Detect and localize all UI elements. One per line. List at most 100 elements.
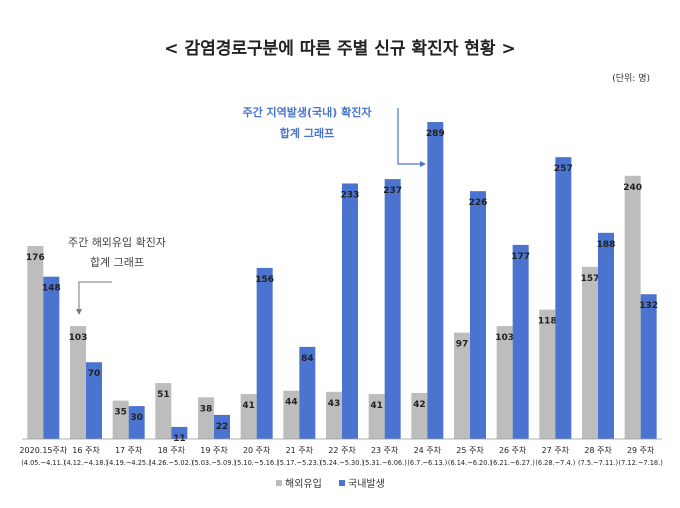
data-label-domestic-6: 84: [301, 354, 314, 364]
bar-imported-7: [326, 391, 342, 439]
bar-imported-10: [454, 332, 470, 439]
x-tick-label-12: 27 주차: [542, 446, 570, 455]
data-label-imported-8: 41: [370, 401, 383, 411]
annotation-imported-arrowhead: [76, 309, 82, 315]
bar-domestic-1: [86, 362, 102, 439]
x-tick-label-10: 25 주차: [456, 446, 484, 455]
x-axis-labels: 2020.15주차 (4.05.~4.11.) 16 주차 (4.12.~4.18.)…: [19, 446, 662, 467]
annotation-domestic-arrowhead: [420, 161, 426, 167]
x-tick-label-3: 18 주차: [158, 446, 186, 455]
data-label-imported-7: 43: [328, 399, 341, 409]
bar-domestic-0: [43, 276, 60, 439]
x-tick-range-10: (6.14.~6.20.): [448, 459, 492, 467]
x-tick-label-7: 22 주차: [328, 446, 356, 455]
data-label-imported-1: 103: [69, 333, 88, 343]
bar-imported-5: [240, 394, 257, 439]
bar-domestic-8: [384, 179, 401, 439]
x-tick-label-14: 29 주차: [627, 446, 655, 455]
data-label-domestic-4: 22: [216, 422, 229, 432]
annotation-domestic-line-2: 합계 그래프: [280, 126, 334, 140]
bar-domestic-13: [598, 232, 614, 439]
data-label-domestic-11: 177: [511, 252, 530, 262]
data-label-domestic-9: 289: [426, 129, 445, 139]
legend-swatch-domestic: [339, 480, 345, 486]
bars-layer: 1761481037035305111382241156448443233412…: [26, 122, 658, 444]
bar-domestic-6: [299, 346, 316, 439]
bar-domestic-7: [342, 183, 358, 439]
x-tick-label-2: 17 주차: [115, 446, 143, 455]
annotation-domestic-arrow: [397, 108, 422, 165]
data-label-domestic-10: 226: [469, 198, 488, 208]
data-label-imported-12: 118: [538, 317, 557, 327]
x-tick-label-0: 2020.15주차: [19, 446, 67, 455]
x-tick-label-9: 24 주차: [414, 446, 442, 455]
data-label-imported-6: 44: [285, 398, 298, 408]
x-tick-label-11: 26 주차: [499, 446, 527, 455]
bar-imported-2: [112, 400, 129, 439]
data-label-domestic-12: 257: [554, 164, 573, 174]
data-label-domestic-14: 132: [639, 301, 658, 311]
bar-imported-0: [27, 245, 44, 439]
bar-imported-1: [70, 326, 86, 439]
data-label-domestic-5: 156: [255, 275, 274, 285]
data-label-imported-9: 42: [413, 400, 426, 410]
bar-domestic-3: [171, 426, 188, 439]
bar-imported-4: [198, 397, 214, 439]
chart-title: < 감염경로구분에 따른 주별 신규 확진자 현황 >: [164, 39, 515, 59]
bar-domestic-14: [640, 294, 657, 439]
data-label-imported-13: 157: [581, 274, 600, 284]
bar-imported-14: [624, 175, 641, 440]
data-label-imported-14: 240: [623, 183, 642, 193]
data-label-imported-3: 51: [157, 390, 170, 400]
annotation-imported: 주간 해외유입 확진자 합계 그래프: [68, 235, 166, 315]
annotation-imported-line-1: 주간 해외유입 확진자: [68, 235, 166, 249]
annotation-imported-line-2: 합계 그래프: [90, 256, 144, 269]
x-tick-label-8: 23 주차: [371, 446, 399, 455]
data-label-domestic-0: 148: [42, 284, 61, 294]
bar-imported-9: [411, 392, 428, 439]
legend-label-domestic: 국내발생: [348, 478, 385, 490]
data-label-domestic-13: 188: [597, 240, 616, 250]
x-tick-range-6: (5.17.~5.23.): [277, 459, 321, 467]
x-tick-range-5: (5.10.~5.16.): [235, 459, 279, 467]
legend-swatch-imported: [276, 480, 282, 486]
data-label-domestic-8: 237: [383, 186, 402, 196]
data-label-imported-2: 35: [114, 408, 127, 418]
bar-imported-13: [582, 266, 598, 439]
x-tick-range-14: (7.12.~7.18.): [619, 459, 663, 467]
legend: 해외유입 국내발생: [276, 477, 385, 490]
bar-domestic-10: [470, 191, 486, 439]
x-tick-label-6: 21 주차: [286, 446, 314, 455]
unit-label: (단위: 명): [612, 73, 650, 84]
data-label-imported-5: 41: [242, 401, 255, 411]
bar-domestic-4: [214, 414, 230, 439]
x-tick-range-12: (6.28.~7.4.): [535, 459, 575, 467]
bar-imported-8: [368, 394, 385, 439]
x-tick-range-3: (4.26.~5.02.): [149, 459, 193, 467]
data-label-domestic-7: 233: [341, 190, 360, 200]
x-tick-range-11: (6.21.~6.27.): [491, 459, 535, 467]
data-label-imported-0: 176: [26, 253, 45, 263]
bar-domestic-12: [555, 157, 572, 439]
data-label-imported-4: 38: [200, 404, 213, 414]
data-label-imported-10: 97: [456, 340, 469, 350]
x-tick-label-1: 16 주차: [72, 446, 100, 455]
data-label-imported-11: 103: [495, 333, 514, 343]
x-tick-label-4: 19 주차: [200, 446, 228, 455]
bar-imported-11: [496, 326, 513, 439]
x-tick-range-2: (4.19.~4.25.): [107, 459, 151, 467]
x-tick-range-1: (4.12.~4.18.): [64, 459, 108, 467]
data-label-domestic-2: 30: [130, 413, 143, 423]
annotation-imported-arrow: [78, 281, 112, 310]
x-tick-label-5: 20 주차: [243, 446, 271, 455]
x-tick-range-8: (5.31.~6.06.): [363, 459, 407, 467]
legend-label-imported: 해외유입: [285, 477, 322, 490]
x-tick-range-9: (6.7.~6.13.): [407, 459, 447, 467]
annotation-domestic-line-1: 주간 지역발생(국내) 확진자: [242, 105, 372, 119]
bar-domestic-11: [512, 244, 529, 439]
bar-imported-12: [539, 309, 556, 439]
annotation-domestic: 주간 지역발생(국내) 확진자 합계 그래프: [242, 105, 426, 167]
x-tick-range-7: (5.24.~5.30.): [320, 459, 364, 467]
x-tick-label-13: 28 주차: [584, 446, 612, 455]
